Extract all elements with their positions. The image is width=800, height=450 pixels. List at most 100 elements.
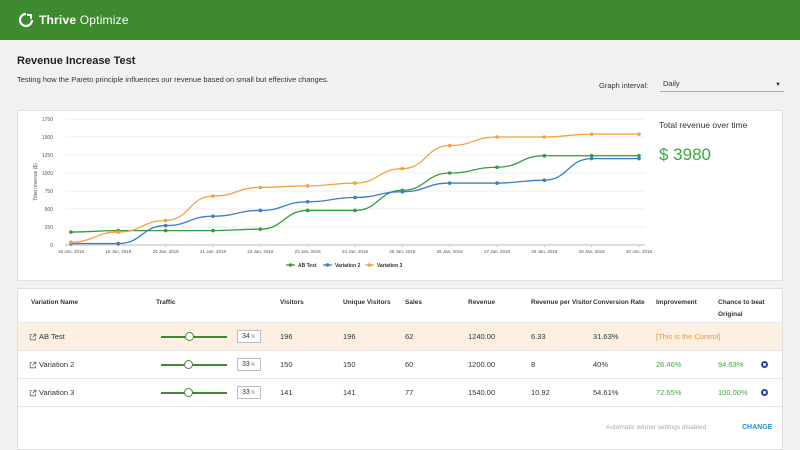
table-row: AB Test 34% 196 196 62 1240.00 6.33 31.6… — [18, 322, 782, 350]
variation-name[interactable]: AB Test — [29, 332, 65, 341]
sales-value: 62 — [405, 332, 414, 341]
variation-name[interactable]: Variation 2 — [29, 360, 74, 369]
data-point — [69, 230, 73, 234]
page-title: Revenue Increase Test — [17, 55, 136, 67]
revenue-per-visitor-value: 10.92 — [531, 388, 550, 397]
data-point — [542, 153, 547, 158]
data-point — [637, 156, 641, 161]
stop-variation-radio[interactable] — [761, 361, 768, 368]
external-link-icon[interactable] — [29, 333, 37, 341]
revenue-per-visitor-value: 8 — [531, 360, 536, 369]
revenue-value: 1540.00 — [468, 388, 496, 397]
revenue-line-chart: 0 250 500 750 1000 1250 1500 1750 Total revenue … — [33, 117, 653, 269]
data-point — [495, 181, 499, 185]
data-point — [447, 181, 452, 185]
data-point — [637, 153, 641, 158]
data-point — [542, 178, 547, 182]
graph-interval-label: Graph interval: — [599, 81, 649, 90]
data-point — [447, 171, 452, 175]
x-tick-label: 27 Jan, 2018 — [484, 249, 511, 254]
header-conversion-rate: Conversion Rate — [593, 299, 645, 306]
improvement-value: 26.46% — [656, 360, 682, 369]
page-description: Testing how the Pareto principle influen… — [17, 75, 329, 84]
slider-handle[interactable] — [183, 360, 193, 369]
data-point — [305, 184, 310, 188]
stop-variation-radio[interactable] — [761, 389, 768, 396]
table-footer — [18, 406, 782, 450]
traffic-percent-input[interactable]: 33% — [237, 358, 261, 371]
conversion-rate-value: 54.61% — [593, 388, 619, 397]
traffic-slider[interactable] — [161, 332, 227, 341]
data-point — [589, 156, 594, 161]
y-tick-label: 1250 — [42, 153, 53, 159]
data-point — [258, 227, 263, 231]
graph-interval-value: Daily — [663, 79, 680, 88]
data-point — [258, 208, 263, 213]
legend-marker — [367, 263, 372, 267]
legend-label: AB Test — [298, 263, 317, 269]
data-point — [305, 200, 310, 204]
data-point — [211, 194, 215, 198]
x-tick-label: 20 Jan, 2018 — [153, 249, 180, 254]
traffic-percent-input[interactable]: 34% — [237, 330, 261, 343]
x-tick-label: 26 Jan, 2018 — [437, 249, 464, 254]
data-point — [211, 214, 215, 218]
slider-handle[interactable] — [183, 388, 193, 397]
header-sales: Sales — [405, 299, 422, 306]
data-point — [69, 240, 73, 244]
graph-interval-select[interactable]: Daily ▼ — [660, 77, 784, 92]
data-point — [495, 135, 499, 139]
external-link-icon[interactable] — [29, 389, 37, 397]
unique-visitors-value: 150 — [343, 360, 356, 369]
data-point — [353, 181, 357, 185]
y-tick-label: 1000 — [42, 171, 53, 177]
y-tick-label: 1500 — [42, 135, 53, 141]
y-tick-label: 0 — [50, 243, 53, 249]
legend-label: Variation 3 — [377, 263, 403, 269]
x-tick-label: 28 Jan, 2018 — [531, 249, 558, 254]
data-point — [353, 195, 357, 200]
auto-winner-status: Automatic winner settings disabled — [606, 424, 707, 431]
revenue-per-visitor-value: 6.33 — [531, 332, 546, 341]
y-tick-label: 250 — [45, 225, 54, 231]
header-revenue-per-visitor: Revenue per Visitor — [531, 299, 592, 306]
slider-handle[interactable] — [184, 332, 194, 341]
x-tick-label: 18 Jan, 2018 — [58, 249, 85, 254]
data-point — [589, 132, 594, 136]
improvement-value: 72.65% — [656, 388, 682, 397]
visitors-value: 196 — [280, 332, 293, 341]
traffic-slider[interactable] — [161, 360, 227, 369]
data-point — [542, 135, 547, 139]
header-visitors: Visitors — [280, 299, 304, 306]
sales-value: 60 — [405, 360, 414, 369]
data-point — [589, 153, 594, 158]
improvement-value: [This is the Control] — [656, 332, 721, 341]
x-tick-label: 23 Jan, 2018 — [295, 249, 322, 254]
revenue-chart-card: 0 250 500 750 1000 1250 1500 1750 Total revenue … — [17, 110, 783, 281]
variation-name[interactable]: Variation 3 — [29, 388, 74, 397]
y-tick-label: 750 — [45, 189, 54, 195]
revenue-value: 1240.00 — [468, 332, 496, 341]
data-point — [116, 241, 121, 246]
sales-value: 77 — [405, 388, 414, 397]
series-line-variation-3 — [70, 133, 639, 243]
visitors-value: 150 — [280, 360, 293, 369]
data-point — [305, 208, 310, 213]
external-link-icon[interactable] — [29, 361, 37, 369]
table-row: Variation 2 33% 150 150 60 1200.00 8 40%… — [18, 350, 782, 378]
header-unique-visitors: Unique Visitors — [343, 299, 391, 306]
y-tick-label: 500 — [45, 207, 54, 213]
legend-label: Variation 2 — [335, 263, 361, 269]
traffic-slider[interactable] — [161, 388, 227, 397]
variations-table: Variation Name Traffic Visitors Unique V… — [17, 288, 783, 450]
data-point — [400, 189, 405, 194]
x-tick-label: 21 Jan, 2018 — [200, 249, 227, 254]
header-improvement: Improvement — [656, 299, 697, 306]
traffic-percent-input[interactable]: 33% — [237, 386, 261, 399]
data-point — [258, 185, 263, 190]
change-settings-link[interactable]: CHANGE — [742, 424, 773, 431]
x-tick-label: 22 Jan, 2018 — [247, 249, 274, 254]
legend-marker — [288, 263, 293, 267]
legend-marker — [325, 263, 330, 267]
x-tick-label: 25 Jan, 2018 — [389, 249, 416, 254]
